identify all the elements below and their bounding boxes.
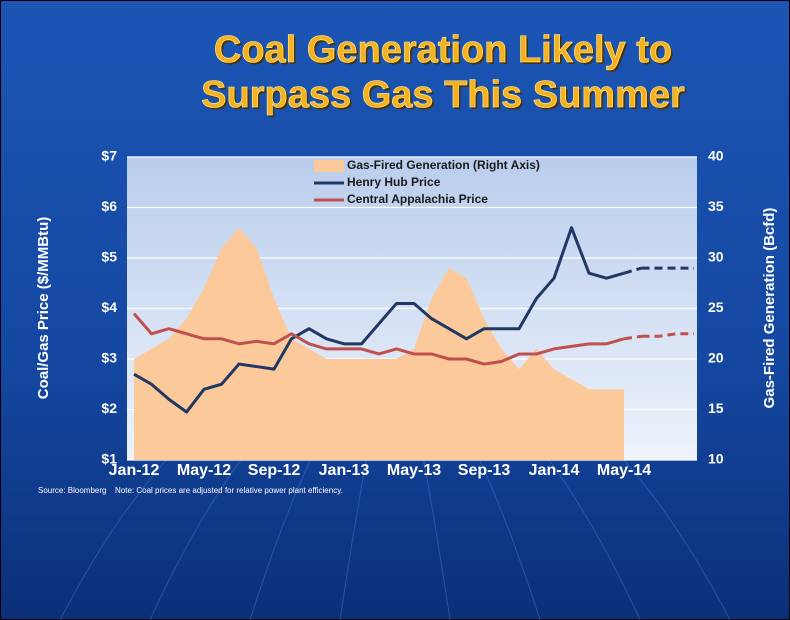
y-tick-label: $5 bbox=[101, 249, 117, 265]
x-tick-label: Sep-12 bbox=[248, 462, 301, 479]
projection-line bbox=[641, 332, 694, 338]
price-line bbox=[132, 312, 625, 366]
y2-tick-label: 15 bbox=[708, 400, 724, 416]
y-tick-label: $2 bbox=[101, 400, 117, 416]
x-tick-label: May-14 bbox=[597, 462, 651, 479]
x-tick-label: May-12 bbox=[177, 462, 231, 479]
price-line bbox=[133, 226, 625, 414]
x-tick-label: Jan-14 bbox=[529, 462, 580, 479]
title-line: Surpass Gas This Summer bbox=[201, 74, 685, 116]
title-shadow: Surpass Gas This Summer bbox=[203, 76, 687, 118]
title-shadow: Coal Generation Likely to bbox=[216, 31, 674, 73]
y2-tick-label: 10 bbox=[708, 451, 724, 467]
x-tick-label: Jan-13 bbox=[319, 462, 370, 479]
generation-area bbox=[134, 227, 624, 460]
plot: $1 $2 $3 $4 $5 $6 $7 10 15 20 25 30 35 40 Jan-12 May-12… bbox=[101, 148, 723, 480]
y2-tick-label: 40 bbox=[708, 148, 724, 164]
y-axis-label: Coal/Gas Price ($/MMBtu) bbox=[35, 217, 52, 400]
y-tick-label: $6 bbox=[101, 198, 117, 214]
x-tick-label: May-13 bbox=[387, 462, 441, 479]
y2-axis-label: Gas-Fired Generation (Bcfd) bbox=[761, 208, 778, 409]
y2-tick-label: 30 bbox=[708, 249, 724, 265]
x-tick-label: Sep-13 bbox=[458, 462, 511, 479]
y2-tick-label: 20 bbox=[708, 350, 724, 366]
projection-connector bbox=[623, 266, 642, 275]
y-tick-label: $3 bbox=[101, 350, 117, 366]
title-line: Coal Generation Likely to bbox=[214, 29, 672, 71]
title: Coal Generation Likely to Coal Generatio… bbox=[201, 29, 687, 118]
footnote: Note: Coal prices are adjusted for relat… bbox=[115, 486, 343, 495]
y-tick-label: $4 bbox=[101, 299, 117, 315]
legend-label: Gas-Fired Generation (Right Axis) bbox=[347, 158, 540, 172]
x-tick-label: Jan-12 bbox=[109, 462, 160, 479]
y-tick-label: $1 bbox=[101, 451, 117, 467]
projection-connector bbox=[623, 334, 642, 341]
y-tick-label: $7 bbox=[101, 148, 117, 164]
legend-swatch bbox=[314, 160, 344, 172]
legend-label: Central Appalachia Price bbox=[347, 192, 488, 206]
y2-tick-label: 35 bbox=[708, 198, 724, 214]
source-note: Source: Bloomberg bbox=[38, 486, 106, 495]
y2-tick-label: 25 bbox=[708, 299, 724, 315]
legend-label: Henry Hub Price bbox=[347, 175, 441, 189]
